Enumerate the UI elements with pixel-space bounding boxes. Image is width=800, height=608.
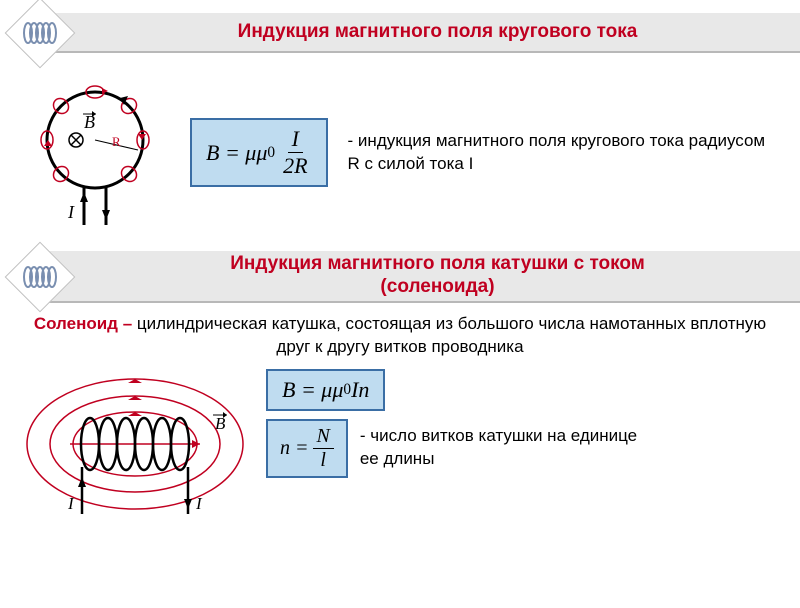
section1-header: Индукция магнитного поля кругового тока bbox=[0, 8, 800, 58]
formula-solenoid-B: B = μμ0In bbox=[266, 369, 385, 411]
svg-text:I: I bbox=[67, 494, 75, 513]
formula-lhs: B bbox=[206, 140, 219, 166]
section2-formulas: B = μμ0In n = N l - число витков катушки… bbox=[266, 369, 640, 478]
section2-title: Индукция магнитного поля катушки с током… bbox=[230, 253, 645, 299]
svg-text:R: R bbox=[112, 134, 121, 149]
section2-title-line2: (соленоида) bbox=[230, 276, 645, 299]
formula2-num: N bbox=[313, 425, 334, 449]
definition-term: Соленоид – bbox=[34, 314, 132, 333]
svg-text:I: I bbox=[67, 202, 75, 222]
coil-icon bbox=[5, 0, 76, 68]
formula1-sub: 0 bbox=[343, 381, 351, 399]
formula2-desc: - число витков катушки на единице ее дли… bbox=[360, 425, 640, 471]
section1-content: B R I B = μμ0 I 2R - индукция магнитного… bbox=[0, 62, 800, 243]
section1-title: Индукция магнитного поля кругового тока bbox=[238, 21, 638, 43]
definition-text: цилиндрическая катушка, состоящая из бол… bbox=[132, 314, 766, 356]
header-bar: Индукция магнитного поля катушки с током… bbox=[40, 251, 800, 303]
formula2-den: l bbox=[316, 449, 330, 472]
section1-desc: - индукция магнитного поля кругового ток… bbox=[348, 130, 780, 176]
svg-text:I: I bbox=[195, 494, 203, 513]
solenoid-diagram: I I B bbox=[20, 369, 250, 524]
formula-rhs-prefix: = μμ bbox=[225, 140, 267, 166]
formula1-text: B = μμ bbox=[282, 377, 343, 403]
solenoid-definition: Соленоид – цилиндрическая катушка, состо… bbox=[0, 307, 800, 365]
circular-current-diagram: B R I bbox=[20, 70, 170, 235]
formula-den: 2R bbox=[279, 153, 311, 179]
formula-sub: 0 bbox=[267, 144, 275, 162]
formula2-lhs: n = bbox=[280, 437, 309, 460]
formula-solenoid-n: n = N l bbox=[266, 419, 348, 478]
section2-content: I I B B = μμ0In n = N l - число витков к… bbox=[0, 365, 800, 528]
formula-num: I bbox=[288, 126, 303, 153]
section2-header: Индукция магнитного поля катушки с током… bbox=[0, 251, 800, 303]
section2-title-line1: Индукция магнитного поля катушки с током bbox=[230, 253, 645, 276]
formula-circular: B = μμ0 I 2R bbox=[190, 118, 328, 187]
formula1-tail: In bbox=[351, 377, 369, 403]
header-bar: Индукция магнитного поля кругового тока bbox=[40, 13, 800, 53]
